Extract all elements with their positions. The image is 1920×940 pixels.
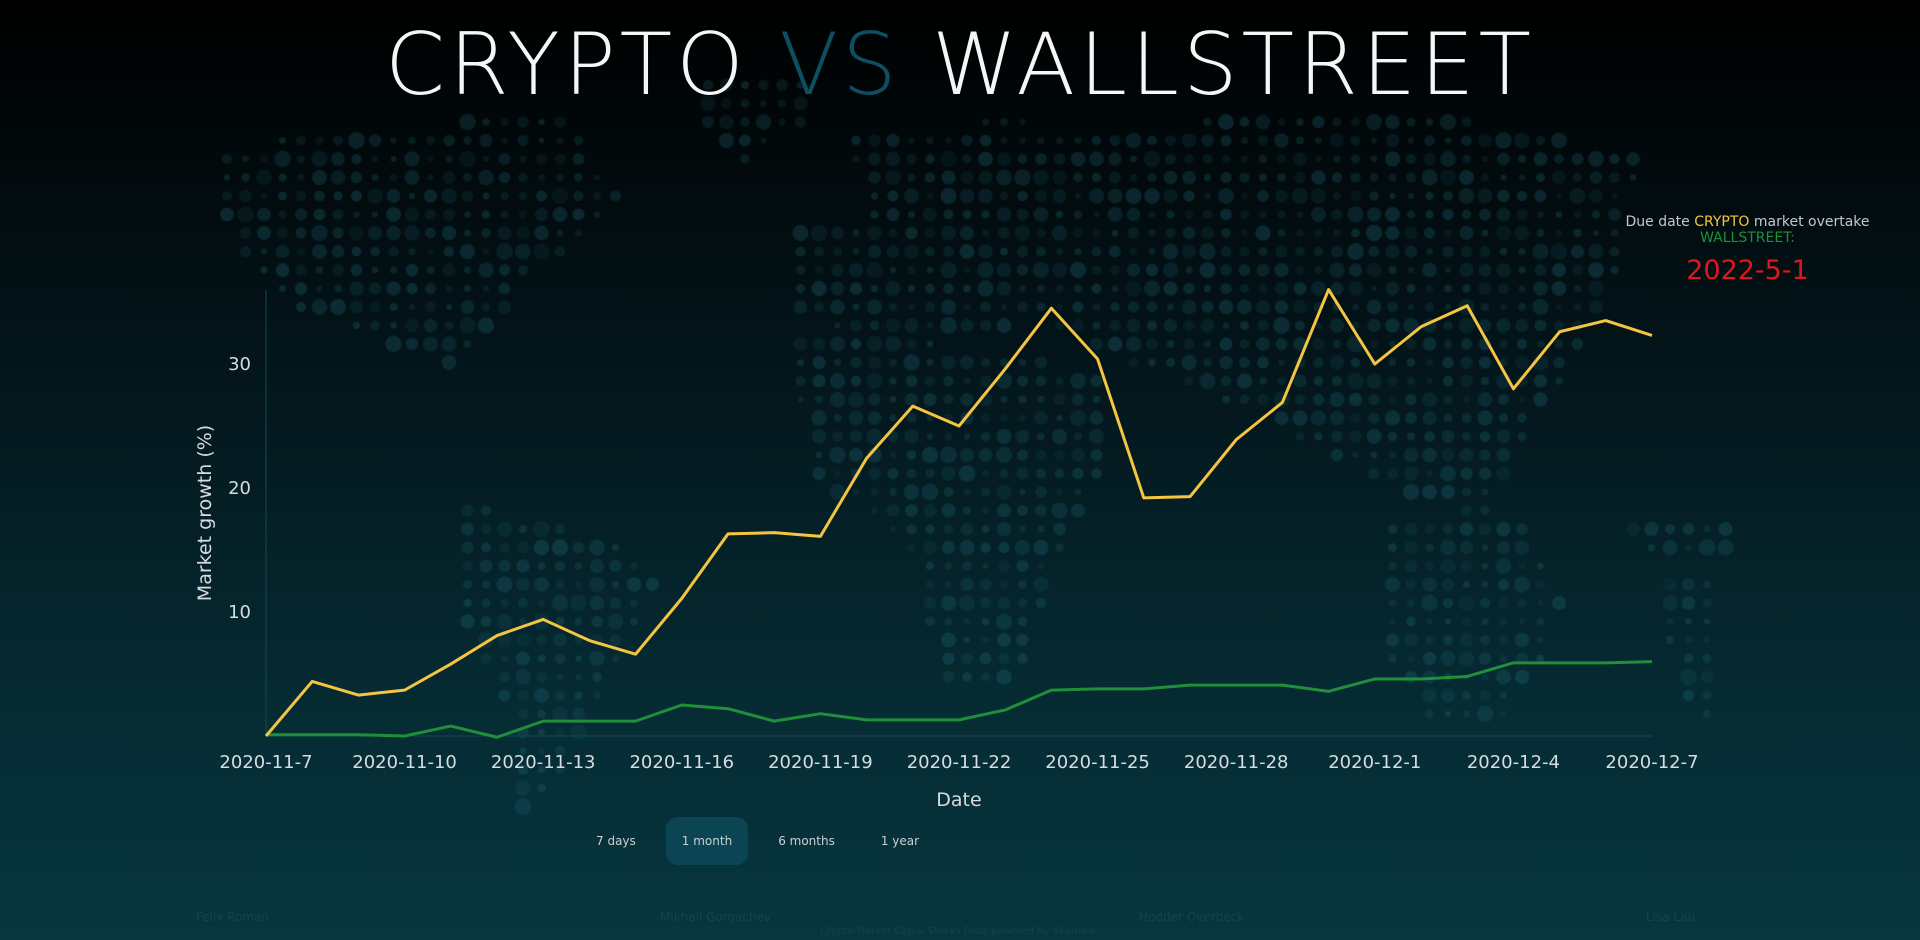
due-date-panel: Due date CRYPTO market overtake WALLSTRE… — [1600, 214, 1895, 288]
range-6-months-button[interactable]: 6 months — [762, 817, 851, 865]
due-date-crypto-label: CRYPTO — [1694, 214, 1750, 230]
crypto-series-line — [264, 288, 1653, 737]
x-tick-labels: 2020-11-7 2020-11-10 2020-11-13 2020-11-16 2… — [219, 752, 1698, 773]
due-date-wallstreet-label: WALLSTREET: — [1700, 230, 1795, 246]
footer: Felix Roman Mikhail Gorgachev Hodder Ove… — [0, 908, 1920, 940]
title-wallstreet: WALLSTREET — [931, 15, 1536, 115]
x-tick-label: 2020-11-25 — [1045, 752, 1150, 773]
footer-name: Felix Roman — [196, 910, 270, 924]
y-axis-title: Market growth (%) — [194, 425, 216, 601]
y-tick-label: 10 — [228, 602, 251, 623]
x-tick-label: 2020-11-13 — [491, 752, 596, 773]
footer-name: Hodder Overbeck — [1139, 910, 1245, 924]
x-tick-label: 2020-11-10 — [352, 752, 457, 773]
footer-name: Mikhail Gorgachev — [660, 910, 772, 924]
x-tick-label: 2020-12-7 — [1605, 752, 1698, 773]
due-date-suffix: market overtake — [1749, 214, 1870, 230]
range-7-days-button[interactable]: 7 days — [580, 817, 652, 865]
footer-credit: Crypto Market Cap & Stocks Data powered … — [820, 926, 1096, 937]
x-tick-label: 2020-11-7 — [219, 752, 312, 773]
x-tick-label: 2020-12-4 — [1467, 752, 1560, 773]
series-lines — [264, 288, 1653, 739]
range-1-month-button[interactable]: 1 month — [665, 817, 749, 865]
x-tick-label: 2020-12-1 — [1328, 752, 1421, 773]
x-tick-label: 2020-11-16 — [629, 752, 734, 773]
y-tick-labels: 10 20 30 — [228, 354, 251, 623]
x-axis-title: Date — [936, 789, 981, 811]
y-tick-label: 20 — [228, 478, 251, 499]
footer-name: Lisa Lau — [1646, 910, 1696, 924]
title-vs: VS — [779, 15, 901, 115]
due-date-value: 2022-5-1 — [1686, 255, 1809, 286]
x-tick-label: 2020-11-19 — [768, 752, 873, 773]
y-tick-label: 30 — [228, 354, 251, 375]
title-crypto: CRYPTO — [384, 15, 748, 115]
x-tick-label: 2020-11-22 — [907, 752, 1012, 773]
due-date-prefix: Due date — [1625, 214, 1695, 230]
x-tick-label: 2020-11-28 — [1184, 752, 1289, 773]
wallstreet-series-line — [266, 660, 1653, 739]
page-title: CRYPTO VS WALLSTREET — [0, 14, 1920, 117]
time-range-selector: 7 days 1 month 6 months 1 year — [580, 817, 949, 865]
range-1-year-button[interactable]: 1 year — [865, 817, 935, 865]
